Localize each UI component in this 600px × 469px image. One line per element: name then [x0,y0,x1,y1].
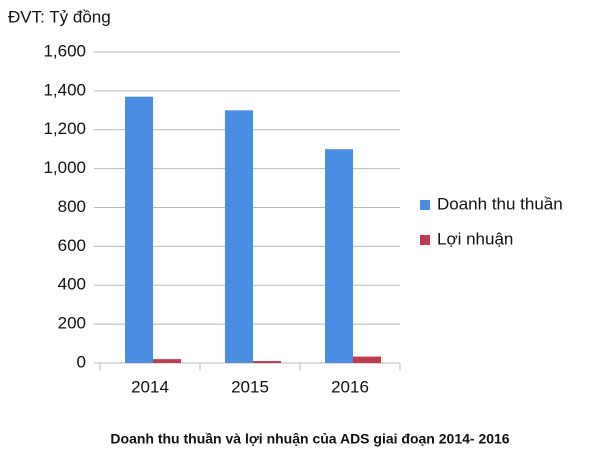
legend-label: Lợi nhuận [437,229,513,248]
bar [353,356,381,363]
chart-title: Doanh thu thuần và lợi nhuận của ADS gia… [110,431,509,447]
legend-swatch [420,200,430,210]
y-tick-label: 1,600 [43,41,86,60]
bar [153,359,181,363]
y-tick-label: 200 [58,314,86,333]
y-tick-label: 600 [58,236,86,255]
y-tick-label: 800 [58,197,86,216]
legend-label: Doanh thu thuần [437,194,563,213]
bar [125,96,153,364]
x-tick-label: 2014 [131,377,169,396]
bar [253,361,281,363]
x-tick-label: 2015 [231,377,269,396]
y-tick-label: 1,000 [43,158,86,177]
y-tick-label: 1,200 [43,119,86,138]
bar [225,110,253,363]
y-tick-label: 1,400 [43,80,86,99]
x-tick-label: 2016 [331,377,369,396]
unit-label: ĐVT: Tỷ đồng [8,7,111,26]
legend-swatch [420,235,430,245]
y-tick-label: 400 [58,275,86,294]
y-tick-label: 0 [77,352,86,371]
bar [325,149,353,363]
